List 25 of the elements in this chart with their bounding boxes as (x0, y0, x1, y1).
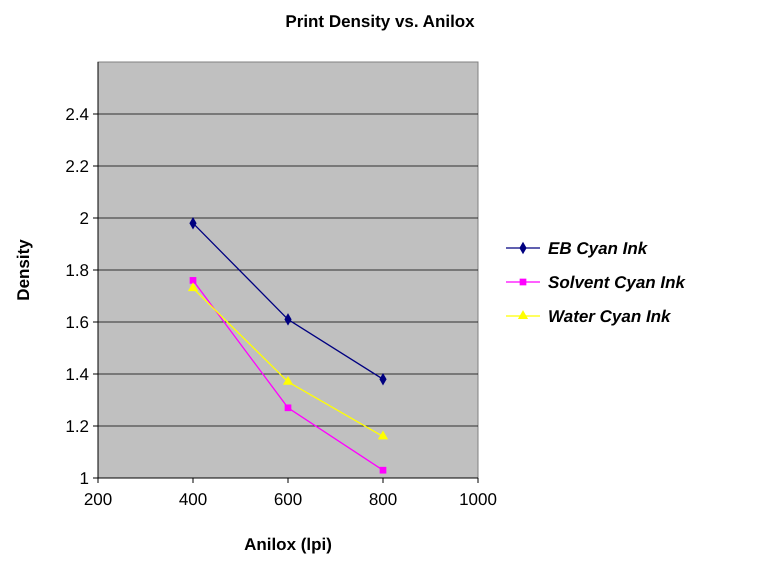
point (188, 282, 198, 292)
y-tick-label: 1.2 (65, 416, 89, 436)
y-axis-title: Density (14, 238, 33, 301)
point (190, 277, 196, 284)
x-tick-label: 1000 (459, 490, 497, 509)
x-tick-label: 400 (178, 490, 208, 509)
y-tick-label: 1.8 (65, 260, 89, 280)
y-tick-label: 1.6 (65, 312, 89, 332)
y-tick-label: 2 (80, 208, 89, 228)
x-tick-label: 800 (368, 490, 398, 509)
legend-label: Solvent Cyan Ink (548, 272, 687, 292)
point (284, 404, 292, 412)
y-tick-label: 1 (80, 468, 89, 488)
x-axis-title: Anilox (lpi) (244, 535, 332, 554)
y-tick-label: 2.4 (65, 104, 89, 124)
legend-label: Water Cyan Ink (548, 306, 672, 326)
x-tick-label: 200 (84, 490, 112, 509)
y-tick-label: 1.4 (65, 364, 89, 384)
point (282, 376, 294, 385)
y-tick-label: 2.2 (65, 156, 89, 176)
point (380, 466, 386, 474)
legend-label: EB Cyan Ink (548, 238, 649, 258)
chart-title: Print Density vs. Anilox (285, 12, 476, 31)
point (378, 430, 388, 440)
x-tick-label: 600 (274, 490, 302, 509)
